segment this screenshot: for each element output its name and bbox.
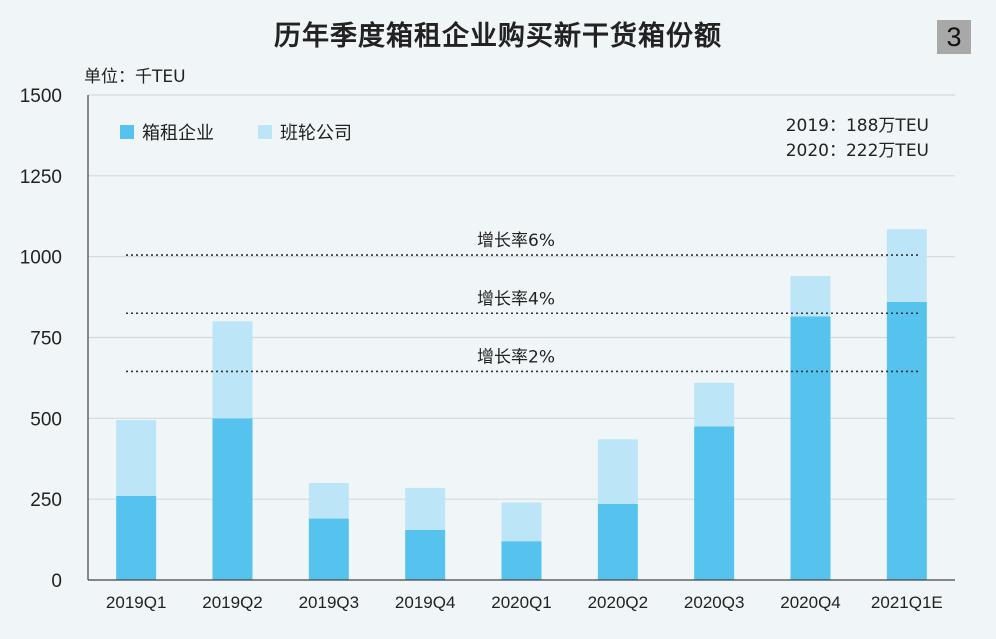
annotation-text: 2020：222万TEU (786, 141, 929, 161)
bar-liner-2019Q2 (212, 321, 253, 419)
x-tick-label: 2020Q3 (684, 593, 745, 612)
unit-label: 单位：千TEU (84, 67, 186, 87)
bar-liner-2020Q2 (597, 439, 638, 505)
y-tick-labels: 0 250 500 750 1000 1250 1500 (20, 86, 62, 592)
bar-liner-2020Q3 (694, 382, 735, 427)
reference-line-label: 增长率6% (477, 231, 555, 251)
x-tick-label: 2019Q4 (395, 593, 456, 612)
reference-line-label: 增长率2% (477, 347, 555, 367)
y-tick-label: 0 (51, 571, 62, 592)
bar-lessor-2021Q1E (886, 301, 927, 580)
legend-swatch (120, 125, 134, 139)
bar-lessor-2020Q3 (694, 426, 735, 580)
x-tick-label: 2020Q1 (491, 593, 552, 612)
legend-swatch (258, 125, 272, 139)
bar-liner-2019Q1 (116, 419, 157, 496)
legend-label: 箱租企业 (142, 123, 214, 144)
legend: 箱租企业 班轮公司 (120, 123, 352, 144)
bars (116, 229, 927, 580)
bar-liner-2020Q1 (501, 502, 542, 542)
bar-liner-2019Q3 (308, 483, 349, 519)
x-tick-label: 2020Q2 (588, 593, 649, 612)
legend-label: 班轮公司 (280, 123, 352, 144)
bar-lessor-2020Q2 (597, 504, 638, 580)
reference-lines: 增长率6% 增长率4% 增长率2% (126, 231, 918, 373)
y-tick-label: 500 (30, 409, 62, 430)
y-tick-label: 750 (30, 329, 62, 350)
bar-lessor-2019Q2 (212, 418, 253, 580)
x-tick-label: 2019Q1 (106, 593, 167, 612)
page-number-badge: 3 (937, 20, 971, 54)
bar-liner-2021Q1E (886, 229, 927, 302)
bar-lessor-2019Q3 (308, 518, 349, 580)
bar-liner-2020Q4 (790, 276, 831, 317)
annotations: 2019：188万TEU 2020：222万TEU (786, 116, 929, 161)
y-tick-label: 1000 (20, 248, 62, 269)
x-tick-label: 2020Q4 (780, 593, 841, 612)
bar-lessor-2020Q4 (790, 316, 831, 580)
bar-liner-2019Q4 (405, 487, 446, 530)
x-tick-label: 2019Q2 (202, 593, 263, 612)
y-tick-label: 1500 (20, 86, 62, 107)
chart-title: 历年季度箱租企业购买新干货箱份额 (274, 21, 722, 52)
x-tick-labels: 2019Q1 2019Q2 2019Q3 2019Q4 2020Q1 2020Q2 2020… (106, 593, 943, 612)
annotation-text: 2019：188万TEU (786, 116, 929, 136)
y-tick-label: 1250 (20, 167, 62, 188)
x-tick-label: 2019Q3 (299, 593, 360, 612)
x-tick-label: 2021Q1E (871, 593, 943, 612)
bar-lessor-2020Q1 (501, 541, 542, 580)
y-tick-label: 250 (30, 490, 62, 511)
bar-lessor-2019Q4 (405, 529, 446, 580)
bar-lessor-2019Q1 (116, 495, 157, 580)
reference-line-label: 增长率4% (477, 289, 555, 309)
axes (87, 95, 955, 581)
